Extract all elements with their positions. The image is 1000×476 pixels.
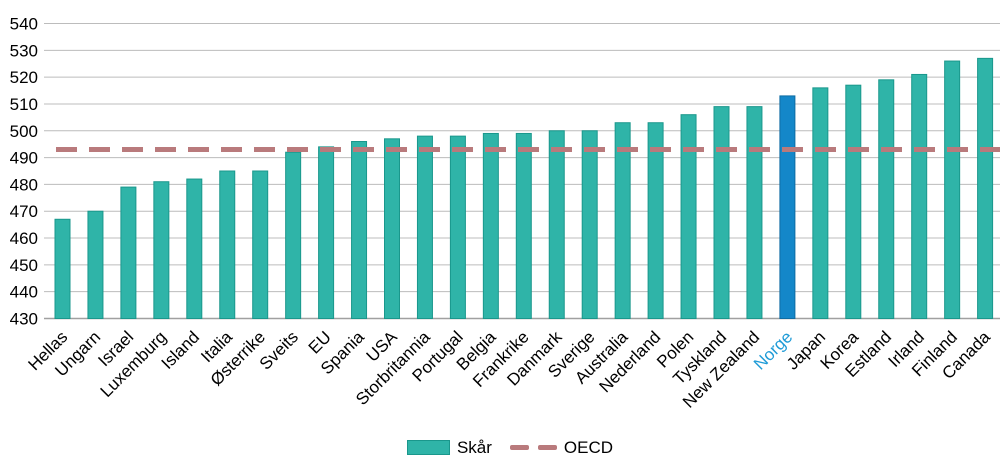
bar-storbritannia [416,135,433,319]
bar-sverige [581,130,598,319]
bar-belgia [482,132,499,319]
y-tick-label: 430 [10,310,38,329]
bar-eu [318,146,335,319]
bar-italia [219,170,236,319]
bar-nederland [647,122,664,319]
y-tick-label: 520 [10,68,38,87]
bar-irland [911,73,928,319]
bar-korea [845,84,862,319]
y-tick-label: 460 [10,229,38,248]
bar-frankrike [515,132,532,319]
bar-portugal [449,135,466,319]
legend-label-skar: Skår [456,438,492,457]
x-label-japan: Japan [783,327,829,373]
x-label-island: Island [158,327,204,373]
y-tick-label: 440 [10,283,38,302]
bar-finland [944,60,961,320]
bar-sveits [285,151,302,319]
bar-israel [120,186,137,319]
bar-polen [680,114,697,319]
bar-norge-highlight [779,95,796,319]
x-label-sveits: Sveits [256,327,302,373]
legend-label-oecd: OECD [563,438,614,457]
bar-new-zealand [746,106,763,319]
dashed-line-swatch [509,445,557,450]
bar-luxemburg [153,181,170,319]
legend-item-oecd: OECD [509,438,614,457]
bar-hellas [54,218,71,319]
bar-series-swatch [406,440,450,455]
bar-estland [878,79,895,320]
bar-usa [384,138,400,319]
y-tick-label: 540 [10,15,38,34]
bar-østerrike [252,170,269,319]
bar-ungarn [87,210,104,320]
bar-island [186,178,203,319]
bar-tyskland [713,106,730,319]
y-tick-label: 450 [10,256,38,275]
y-tick-label: 510 [10,95,38,114]
bar-spania [351,141,368,319]
bar-chart-canvas: 430440450460470480490500510520530540Hell… [10,15,1000,412]
legend-item-skar: Skår [406,438,492,457]
chart-legend: Skår OECD [10,439,1000,456]
bar-danmark [548,130,565,319]
y-tick-label: 480 [10,175,38,194]
y-tick-label: 500 [10,122,38,141]
bar-australia [614,122,631,319]
y-tick-label: 490 [10,149,38,168]
bar-canada [977,57,994,319]
y-tick-label: 530 [10,41,38,60]
y-tick-label: 470 [10,202,38,221]
bar-japan [812,87,829,320]
